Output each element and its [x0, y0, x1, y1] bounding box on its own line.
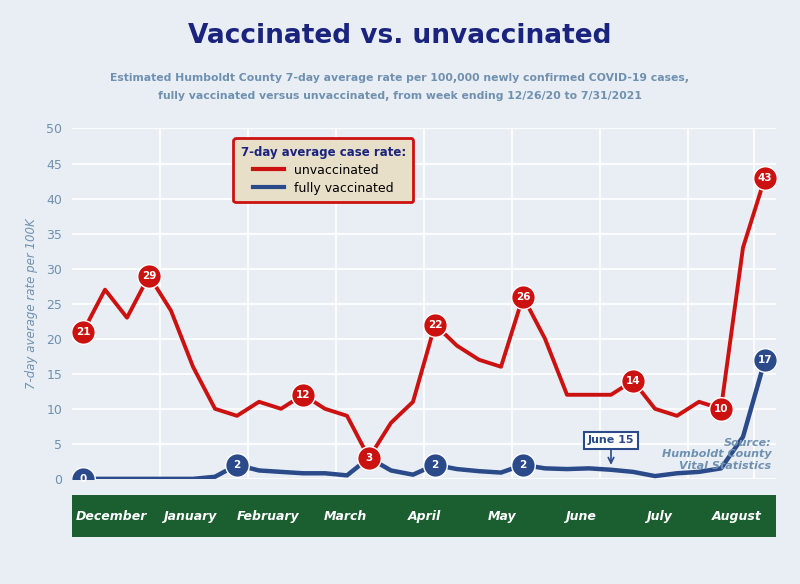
- Text: 14: 14: [626, 376, 640, 386]
- Text: Estimated Humboldt County 7-day average rate per 100,000 newly confirmed COVID-1: Estimated Humboldt County 7-day average …: [110, 73, 690, 83]
- Text: June 15: June 15: [588, 435, 634, 445]
- Y-axis label: 7-day average rate per 100K: 7-day average rate per 100K: [25, 218, 38, 389]
- Text: April: April: [407, 510, 441, 523]
- Text: February: February: [236, 510, 299, 523]
- Text: 17: 17: [758, 354, 772, 365]
- Text: 3: 3: [366, 453, 373, 463]
- Text: 12: 12: [296, 390, 310, 400]
- Legend: unvaccinated, fully vaccinated: unvaccinated, fully vaccinated: [233, 138, 414, 202]
- Text: December: December: [75, 510, 146, 523]
- Text: 22: 22: [428, 319, 442, 330]
- Text: 2: 2: [431, 460, 438, 470]
- Text: June: June: [565, 510, 596, 523]
- Text: 10: 10: [714, 404, 728, 414]
- Text: 2: 2: [519, 460, 526, 470]
- Text: 2: 2: [234, 460, 241, 470]
- Text: 0: 0: [79, 474, 86, 484]
- Text: July: July: [646, 510, 672, 523]
- Text: August: August: [712, 510, 762, 523]
- Text: 43: 43: [758, 172, 772, 183]
- Text: Vaccinated vs. unvaccinated: Vaccinated vs. unvaccinated: [188, 23, 612, 50]
- Text: Source:
Humboldt County
Vital Statistics: Source: Humboldt County Vital Statistics: [662, 438, 771, 471]
- Text: 21: 21: [76, 326, 90, 337]
- Text: January: January: [162, 510, 216, 523]
- Text: March: March: [324, 510, 367, 523]
- Text: 29: 29: [142, 270, 156, 281]
- Text: May: May: [488, 510, 517, 523]
- Text: fully vaccinated versus unvaccinated, from week ending 12/26/20 to 7/31/2021: fully vaccinated versus unvaccinated, fr…: [158, 91, 642, 100]
- Text: 26: 26: [516, 291, 530, 302]
